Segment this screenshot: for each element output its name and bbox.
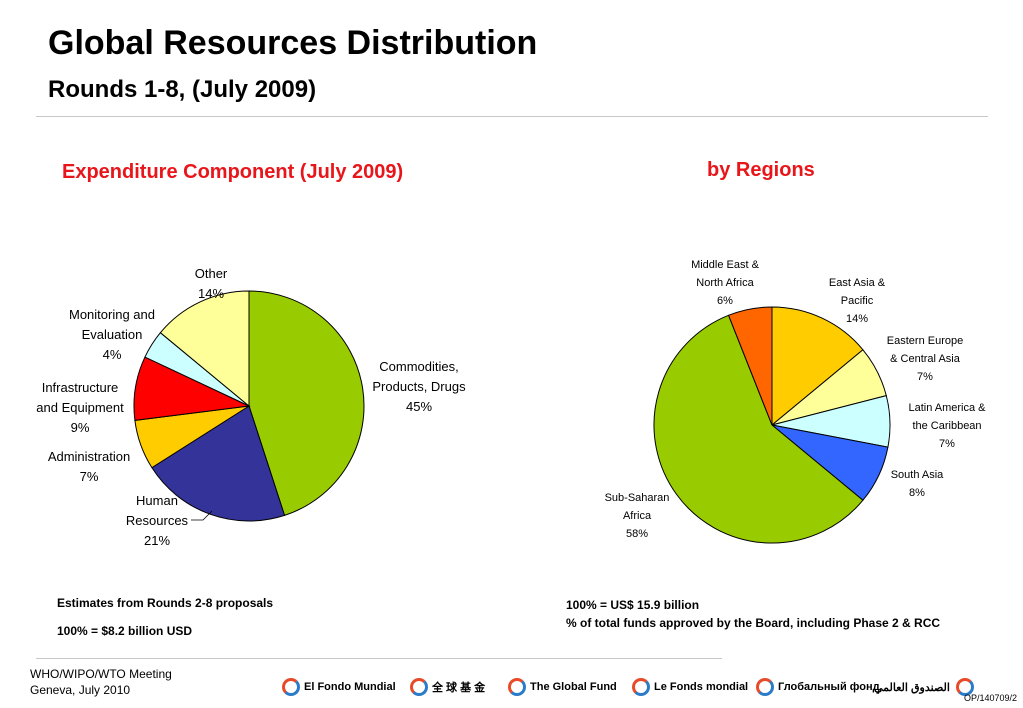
pie-slice-commodities-products-drugs	[248, 290, 365, 517]
global-fund-logo-icon	[632, 678, 650, 696]
slice-label-infrastructure-and-equipment: Infrastructure and Equipment 9%	[36, 380, 124, 435]
slice-label-other: Other 14%	[195, 266, 228, 301]
pie-slice-east-asia-pacific	[771, 306, 864, 427]
global-fund-logo-icon	[410, 678, 428, 696]
expenditure-chart-title: Expenditure Component (July 2009)	[62, 161, 404, 183]
pie-slice-middle-east-north-africa	[727, 306, 773, 426]
partner-logo: 全 球 基 金	[410, 674, 485, 700]
slice-label-latin-america-the-caribbean: Latin America & the Caribbean 7%	[908, 402, 986, 450]
note-funds-approved: % of total funds approved by the Board, …	[566, 616, 941, 630]
footer-line1: WHO/WIPO/WTO Meeting	[30, 667, 172, 681]
page-title: Global Resources Distribution	[48, 24, 538, 62]
footer-divider	[36, 658, 722, 659]
global-fund-logo-icon	[282, 678, 300, 696]
slice-label-eastern-europe-central-asia: Eastern Europe & Central Asia 7%	[887, 335, 963, 383]
label-leader-line	[191, 510, 213, 521]
regions-chart-title: by Regions	[707, 159, 815, 181]
note-total-regions: 100% = US$ 15.9 billion	[566, 598, 700, 612]
partner-logo: الصندوق العالمي	[874, 674, 974, 700]
title-divider	[36, 116, 988, 117]
note-estimates: Estimates from Rounds 2-8 proposals	[57, 596, 274, 610]
footer-meeting: WHO/WIPO/WTO Meeting Geneva, July 2010	[30, 666, 172, 698]
partner-logo: Глобальный фонд	[756, 674, 880, 700]
page-subtitle: Rounds 1-8, (July 2009)	[48, 76, 317, 103]
pie-slice-human-resources	[151, 405, 286, 522]
pie-slice-sub-saharan-africa	[653, 314, 864, 544]
pie-slice-other	[159, 290, 250, 408]
slice-label-south-asia: South Asia 8%	[891, 469, 944, 499]
note-total-usd: 100% = $8.2 billion USD	[57, 624, 193, 638]
slice-label-commodities-products-drugs: Commodities, Products, Drugs 45%	[372, 359, 466, 414]
partner-logo: The Global Fund	[508, 674, 617, 700]
partner-logo: El Fondo Mundial	[282, 674, 396, 700]
slice-label-middle-east-north-africa: Middle East & North Africa 6%	[691, 259, 760, 307]
global-fund-logo-icon	[508, 678, 526, 696]
slice-label-administration: Administration 7%	[48, 449, 130, 484]
slice-label-east-asia-pacific: East Asia & Pacific 14%	[829, 277, 886, 325]
slice-label-monitoring-and-evaluation: Monitoring and Evaluation 4%	[69, 307, 155, 362]
slice-label-sub-saharan-africa: Sub-Saharan Africa 58%	[605, 492, 670, 540]
expenditure-pie: Commodities, Products, Drugs 45% Human Resou…	[36, 266, 466, 548]
footer-line2: Geneva, July 2010	[30, 683, 131, 698]
slice-label-human-resources: Human Resources 21%	[126, 493, 189, 548]
partner-logos: El Fondo Mundial 全 球 基 金 The Global Fund…	[282, 672, 982, 702]
partner-logo: Le Fonds mondial	[632, 674, 748, 700]
regions-pie: East Asia & Pacific 14%Eastern Europe & Cen…	[605, 259, 986, 544]
global-fund-logo-icon	[955, 678, 974, 696]
global-fund-logo-icon	[756, 678, 774, 696]
reference-code: OP/140709/2	[963, 693, 1017, 703]
